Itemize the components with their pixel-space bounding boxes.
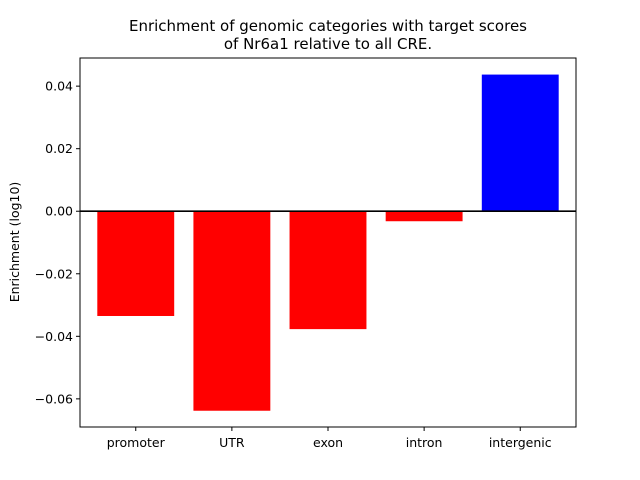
- x-tick-label: UTR: [219, 435, 245, 450]
- x-tick-label: exon: [313, 435, 343, 450]
- y-tick-label: −0.04: [35, 329, 73, 344]
- y-tick-label: −0.02: [35, 266, 73, 281]
- x-tick-label: intron: [406, 435, 443, 450]
- bar-promoter: [97, 211, 175, 316]
- bar-intergenic: [481, 74, 559, 212]
- chart-title-line-2: of Nr6a1 relative to all CRE.: [224, 35, 432, 53]
- y-tick-label: −0.06: [35, 391, 73, 406]
- x-tick-label: promoter: [107, 435, 166, 450]
- bars-group: [97, 74, 559, 411]
- x-tick-label: intergenic: [489, 435, 552, 450]
- bar-intron: [385, 211, 463, 222]
- bar-UTR: [193, 211, 271, 411]
- bar-exon: [289, 211, 367, 330]
- axes-group: −0.06 −0.04 −0.02 0.00 0.02 0.04 promoter UTR ex…: [35, 57, 577, 450]
- y-tick-label: 0.02: [45, 141, 73, 156]
- y-tick-label: 0.04: [45, 79, 73, 94]
- y-tick-label: 0.00: [45, 204, 73, 219]
- y-axis-label: Enrichment (log10): [7, 182, 22, 303]
- chart-title-line-1: Enrichment of genomic categories with ta…: [129, 17, 527, 35]
